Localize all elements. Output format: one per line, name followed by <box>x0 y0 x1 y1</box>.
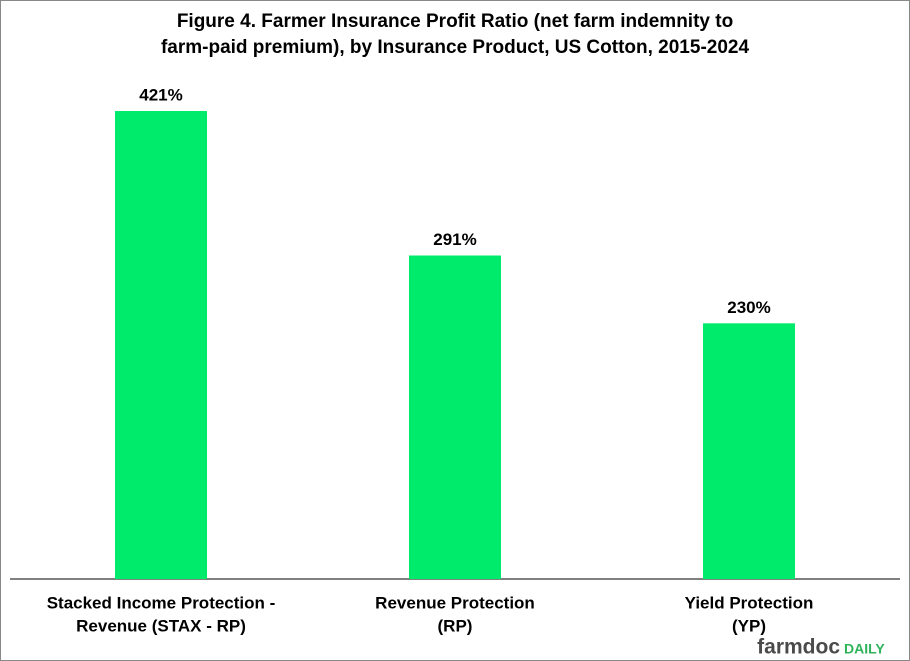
bar <box>115 111 207 579</box>
logo: DAILY <box>844 641 885 657</box>
value-label: 291% <box>433 230 476 249</box>
logo: farmdoc <box>757 636 840 659</box>
x-tick-label: Revenue Protection <box>375 593 535 612</box>
value-label: 230% <box>727 298 770 317</box>
x-tick-label: Yield Protection <box>685 593 814 612</box>
value-label: 421% <box>139 85 182 104</box>
chart-title: farm-paid premium), by Insurance Product… <box>161 37 750 58</box>
chart-title: Figure 4. Farmer Insurance Profit Ratio … <box>177 11 733 32</box>
x-tick-label: (YP) <box>732 616 766 635</box>
x-tick-label: (RP) <box>438 616 473 635</box>
x-tick-label: Revenue (STAX - RP) <box>76 616 246 635</box>
bar <box>703 323 795 579</box>
bar <box>409 255 501 579</box>
x-tick-label: Stacked Income Protection - <box>47 593 276 612</box>
